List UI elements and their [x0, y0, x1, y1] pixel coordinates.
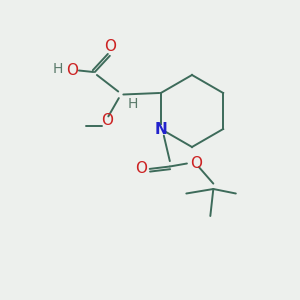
Text: N: N: [154, 122, 167, 136]
Text: O: O: [66, 63, 78, 78]
Text: O: O: [101, 113, 113, 128]
Text: H: H: [128, 97, 138, 110]
Text: O: O: [190, 156, 202, 171]
Text: O: O: [135, 161, 147, 176]
Text: O: O: [104, 39, 116, 54]
Text: H: H: [53, 62, 63, 76]
